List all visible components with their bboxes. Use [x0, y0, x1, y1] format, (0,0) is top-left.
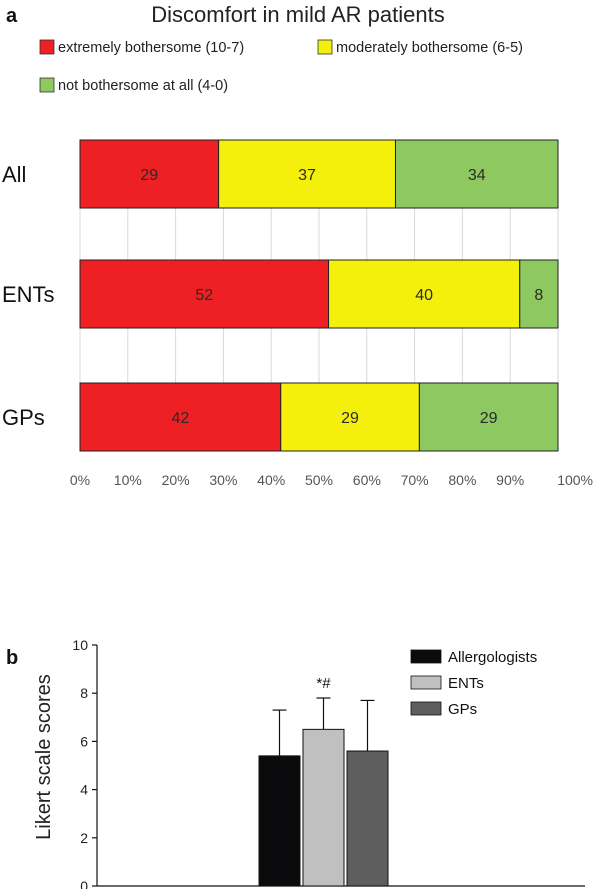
bar-ents-segment-1 [79, 259, 330, 329]
y-tick-label-1: 2 [80, 830, 88, 846]
bar-all-segment-3 [394, 139, 559, 209]
chart-b-bars: *# [258, 675, 389, 887]
panel-a-letter: a [6, 5, 18, 27]
chart-a-category-labels: All ENTs GPs [2, 162, 55, 430]
legend-label-3: not bothersome at all (4-0) [58, 78, 228, 94]
bar-all-segment-1 [79, 139, 220, 209]
bar-gps-segment-3 [418, 382, 559, 452]
legend-swatch-ents [410, 675, 442, 690]
x-tick-label-4: 40% [257, 472, 285, 488]
legend-label-allergologists: Allergologists [448, 649, 537, 666]
data-label-gps-3: 29 [480, 410, 498, 427]
x-tick-label-9: 90% [496, 472, 524, 488]
x-tick-label-8: 80% [448, 472, 476, 488]
bar-allergologists [258, 755, 301, 887]
x-tick-label-6: 60% [353, 472, 381, 488]
y-tick-label-5: 10 [72, 637, 88, 653]
x-tick-label-3: 30% [209, 472, 237, 488]
legend-label-gps: GPs [448, 701, 477, 718]
panel-b-bar-chart: b Likert scale scores 0 2 4 6 8 10 *# Allergo… [6, 637, 585, 889]
category-label-all: All [2, 162, 26, 187]
data-label-ents-1: 52 [195, 287, 213, 304]
legend-label-1: extremely bothersome (10-7) [58, 40, 244, 56]
legend-swatch-2 [317, 39, 333, 55]
legend-swatch-1 [39, 39, 55, 55]
y-tick-label-2: 4 [80, 782, 88, 798]
chart-a-legend: extremely bothersome (10-7) moderately bo… [39, 39, 523, 94]
annotation-ents: *# [316, 675, 331, 692]
chart-a-x-tick-labels: 0% 10% 20% 30% 40% 50% 60% 70% 80% 90% 100% [70, 472, 593, 488]
data-label-all-1: 29 [140, 167, 158, 184]
bar-gps-segment-1 [79, 382, 282, 452]
chart-b-y-axis-label: Likert scale scores [33, 674, 55, 840]
panel-b-letter: b [6, 647, 18, 669]
x-tick-label-7: 70% [401, 472, 429, 488]
legend-swatch-allergologists [410, 649, 442, 664]
x-tick-label-5: 50% [305, 472, 333, 488]
legend-swatch-gps [410, 701, 442, 716]
chart-a-bars: 29 37 34 52 40 8 42 29 29 [79, 139, 559, 452]
legend-label-2: moderately bothersome (6-5) [336, 40, 523, 56]
chart-a-title: Discomfort in mild AR patients [151, 2, 444, 27]
bar-ents [302, 728, 345, 887]
legend-label-ents: ENTs [448, 675, 484, 692]
y-tick-label-0: 0 [80, 878, 88, 889]
panel-a-stacked-bar-chart: a Discomfort in mild AR patients extreme… [2, 2, 593, 488]
data-label-ents-2: 40 [415, 287, 433, 304]
data-label-gps-1: 42 [171, 410, 189, 427]
x-tick-label-2: 20% [162, 472, 190, 488]
data-label-all-3: 34 [468, 167, 486, 184]
y-tick-label-3: 6 [80, 733, 88, 749]
bar-gps [346, 750, 389, 887]
x-tick-label-1: 10% [114, 472, 142, 488]
category-label-ents: ENTs [2, 282, 55, 307]
x-tick-label-10: 100% [557, 472, 593, 488]
data-label-all-2: 37 [298, 167, 316, 184]
chart-b-axes: 0 2 4 6 8 10 [72, 637, 585, 889]
y-tick-label-4: 8 [80, 685, 88, 701]
bar-ents-segment-2 [328, 259, 521, 329]
data-label-ents-3: 8 [534, 287, 543, 304]
legend-swatch-3 [39, 77, 55, 93]
bar-ents-segment-3 [519, 259, 559, 329]
bar-all-segment-2 [218, 139, 396, 209]
category-label-gps: GPs [2, 405, 45, 430]
chart-b-legend: Allergologists ENTs GPs [410, 649, 537, 718]
x-tick-label-0: 0% [70, 472, 90, 488]
data-label-gps-2: 29 [341, 410, 359, 427]
